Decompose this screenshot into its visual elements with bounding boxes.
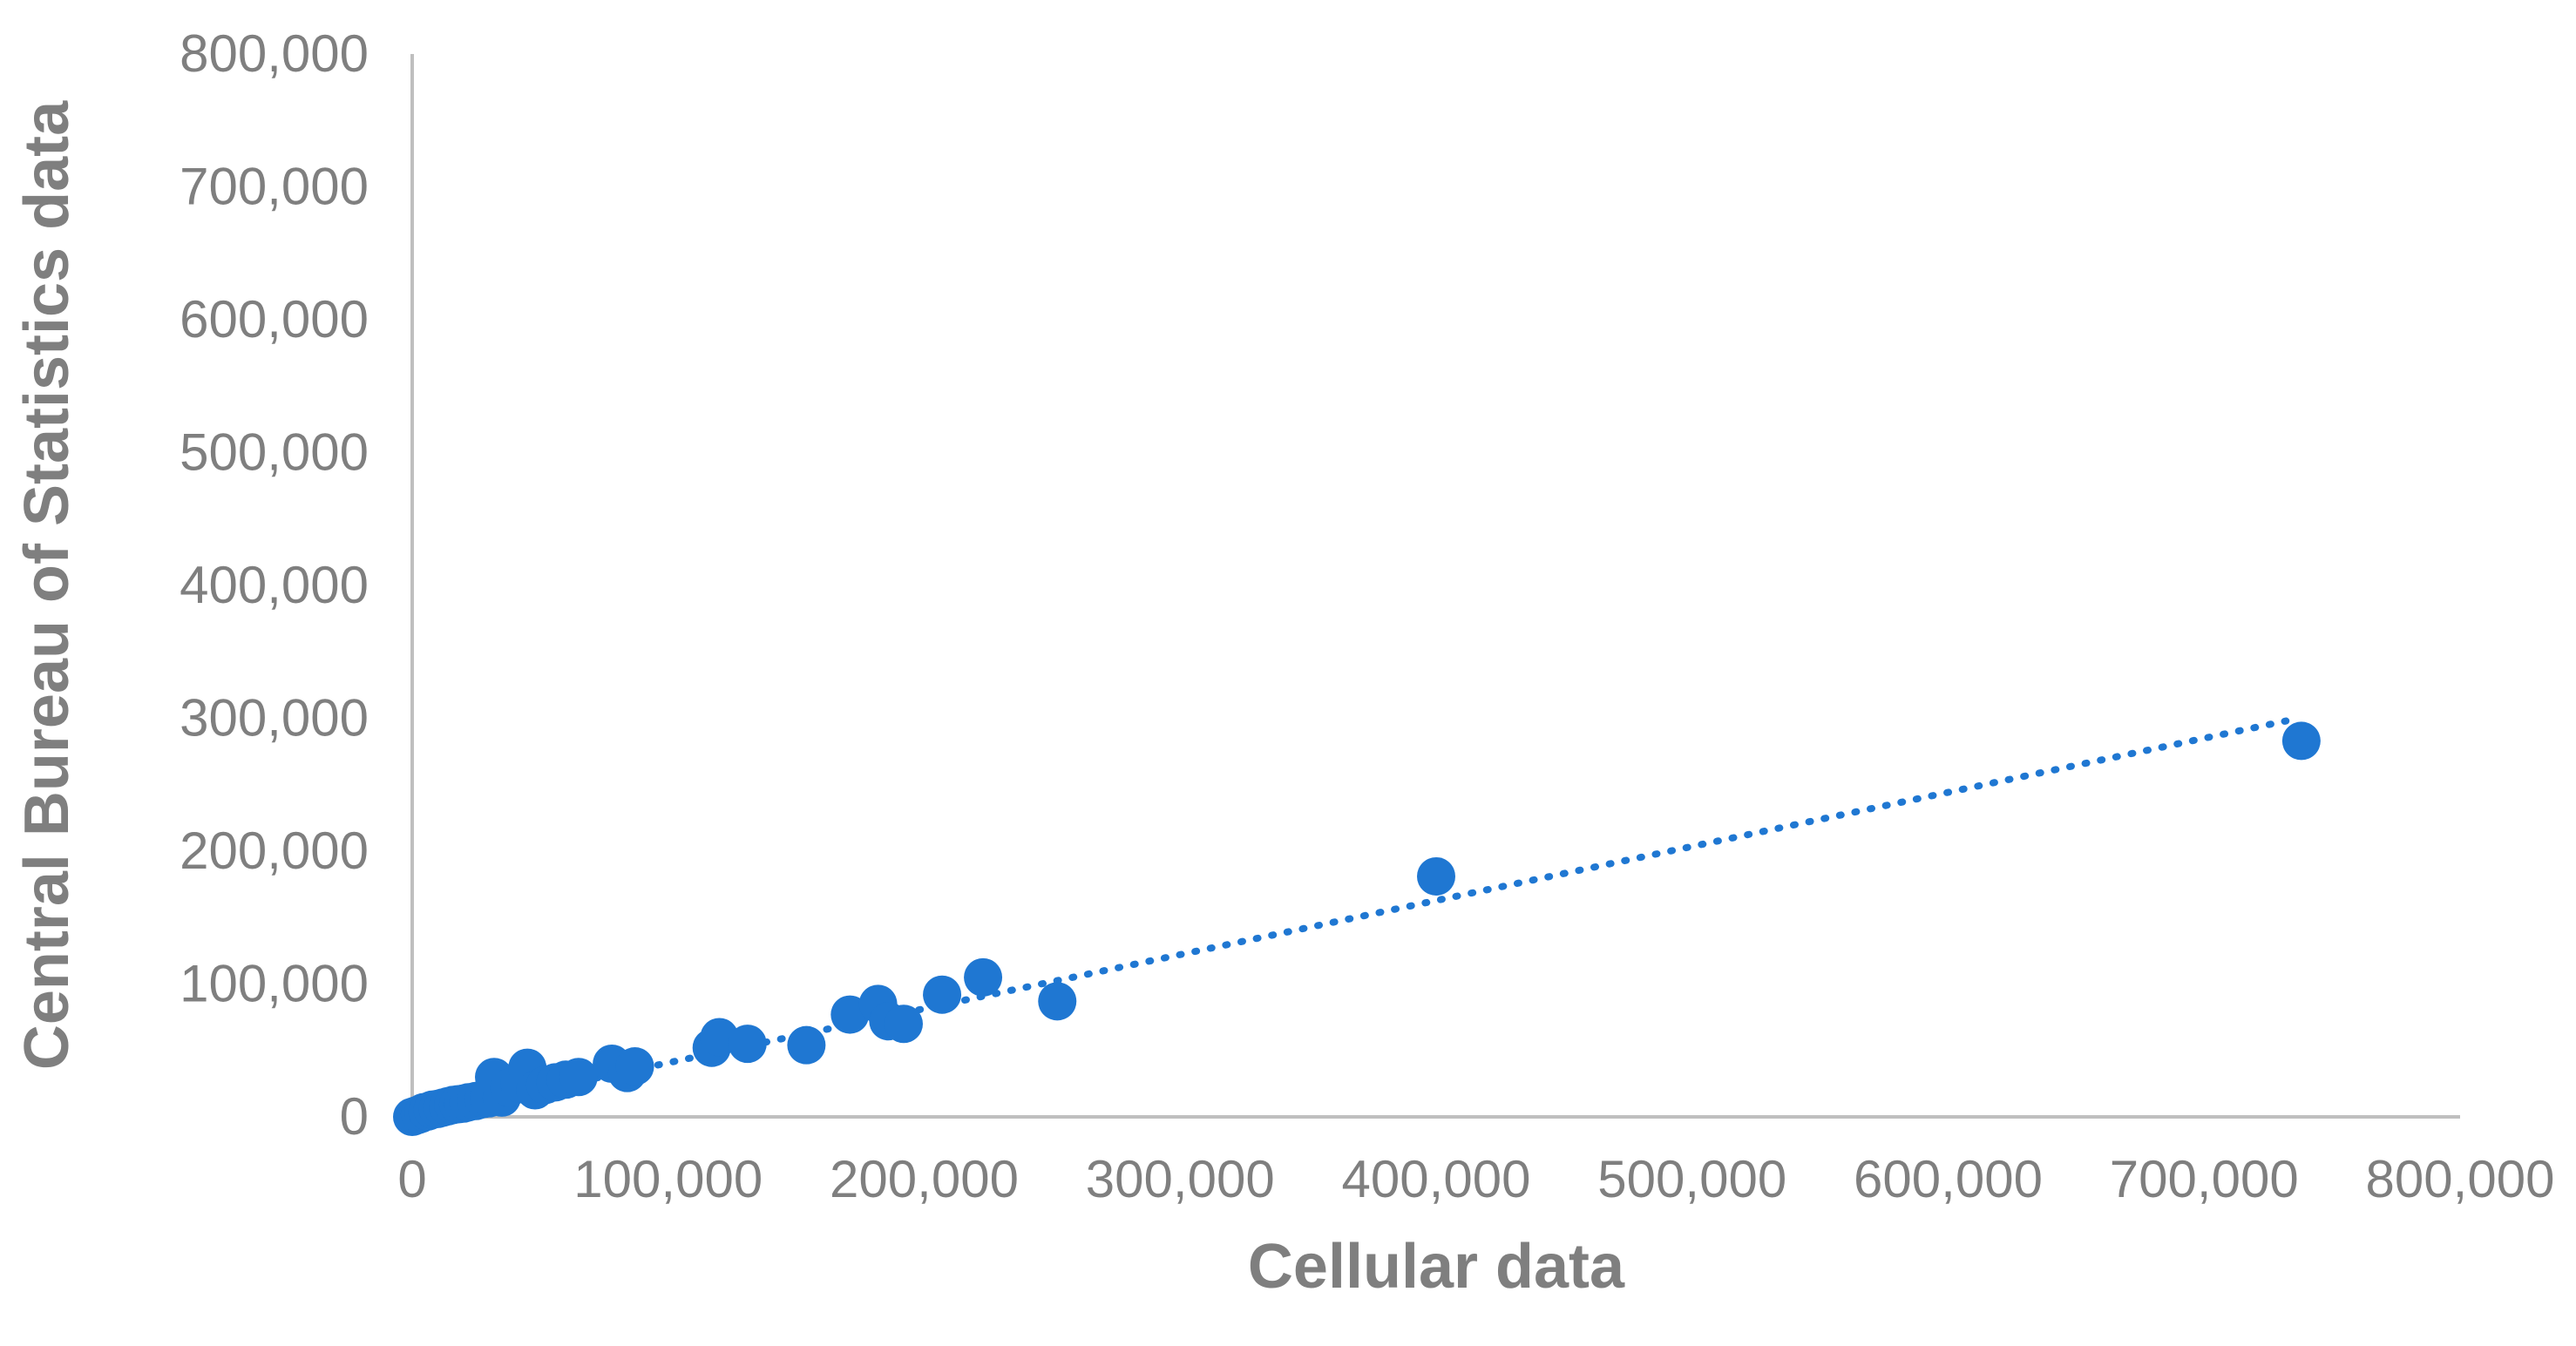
x-tick-label: 300,000 [1086,1150,1275,1208]
scatter-point [787,1025,826,1065]
y-tick-label: 500,000 [180,423,369,482]
y-tick-label: 800,000 [180,24,369,83]
scatter-point [885,1004,923,1044]
y-axis-title: Central Bureau of Statistics data [12,100,82,1070]
scatter-point [1038,982,1077,1021]
x-tick-label: 100,000 [573,1150,763,1208]
x-tick-label: 500,000 [1597,1150,1786,1208]
scatter-point [923,975,962,1014]
y-tick-label: 100,000 [180,955,369,1013]
scatter-point [728,1025,767,1064]
scatter-point [559,1058,598,1097]
x-tick-label: 700,000 [2110,1150,2299,1208]
trendline [409,717,2290,1120]
x-tick-label: 800,000 [2366,1150,2555,1208]
x-axis-ticks: 0 100,000 200,000 300,000 400,000 500,000 600,… [397,1150,2554,1208]
x-tick-label: 0 [397,1150,426,1208]
x-tick-label: 200,000 [830,1150,1019,1208]
y-tick-label: 0 [340,1087,369,1146]
scatter-point [615,1047,654,1086]
x-tick-label: 400,000 [1342,1150,1531,1208]
x-tick-label: 600,000 [1854,1150,2043,1208]
scatter-point [964,957,1003,997]
y-axis-ticks: 0 100,000 200,000 300,000 400,000 500,000 600,… [180,24,369,1146]
y-tick-label: 400,000 [180,556,369,614]
y-tick-label: 600,000 [180,290,369,348]
y-tick-label: 300,000 [180,689,369,747]
data-points [393,721,2321,1136]
y-tick-label: 700,000 [180,158,369,216]
scatter-point [1417,856,1455,896]
scatter-point [2281,721,2321,761]
x-axis-title: Cellular data [1248,1232,1625,1302]
y-tick-label: 200,000 [180,822,369,880]
